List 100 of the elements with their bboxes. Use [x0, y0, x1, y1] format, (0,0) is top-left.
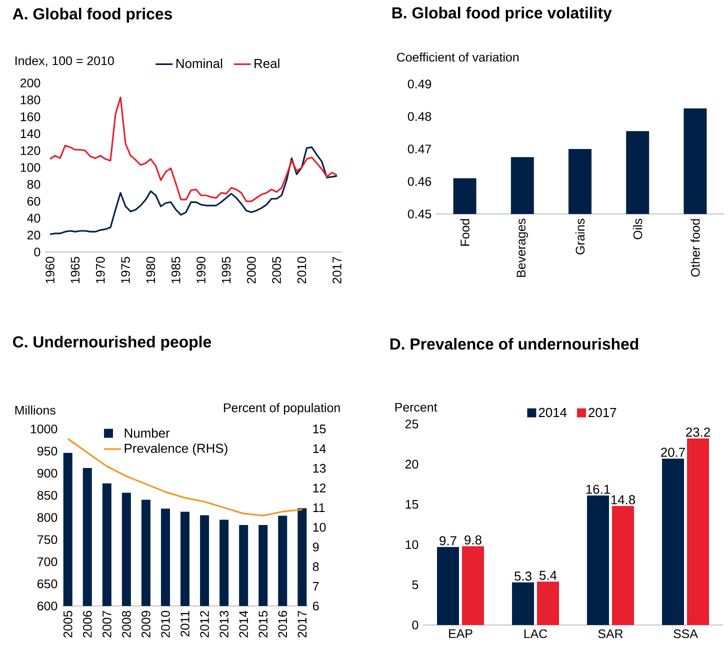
x-tick-label: 2009 — [142, 610, 150, 638]
y-tick-label: 25 — [405, 420, 418, 428]
legend-label: Prevalence (RHS) — [124, 443, 228, 456]
legend-label: Number — [124, 428, 170, 438]
bar — [437, 547, 460, 625]
y2-tick-label: 11 — [313, 503, 325, 512]
chart-title: C. Undernourished people — [13, 336, 212, 351]
y2-tick-label: 14 — [313, 444, 326, 453]
y-tick-label: 120 — [20, 146, 40, 156]
y-tick-label: 10 — [406, 540, 418, 550]
y-tick-label: 160 — [20, 112, 40, 122]
y2-tick-label: 12 — [313, 484, 326, 492]
y-axis-title: Millions — [15, 406, 56, 415]
y-tick-label: 0.46 — [408, 177, 432, 186]
x-tick-label: Oils — [633, 218, 642, 240]
data-label: 14.8 — [611, 495, 636, 504]
x-tick-label: 2000 — [246, 256, 256, 284]
x-tick-label: 2014 — [239, 610, 248, 638]
x-tick-label: 2010 — [297, 256, 306, 284]
y-tick-label: 20 — [405, 460, 418, 469]
y-tick-label: 1000 — [30, 424, 58, 434]
y-tick-label: 15 — [406, 500, 418, 509]
x-tick-label: 2016 — [278, 610, 288, 638]
x-tick-label: 2005 — [272, 256, 281, 284]
data-label: 16.1 — [586, 484, 610, 494]
y-tick-label: 700 — [38, 557, 58, 566]
x-tick-label: 1960 — [46, 256, 54, 284]
bar — [612, 506, 634, 625]
x-tick-label: EAP — [449, 629, 472, 638]
y2-axis-title: Percent of population — [224, 403, 340, 415]
x-tick-label: 1980 — [146, 256, 156, 284]
y-tick-label: 0.48 — [408, 112, 432, 121]
y-tick-label: 650 — [37, 579, 58, 588]
x-tick-label: SSA — [674, 629, 698, 638]
y-tick-label: 0.49 — [408, 80, 432, 88]
x-tick-label: 1995 — [222, 256, 231, 284]
chart-title: A. Global food prices — [12, 8, 172, 23]
y2-tick-label: 9 — [312, 542, 319, 552]
x-tick-label: 2013 — [220, 610, 228, 638]
x-tick-label: 1990 — [196, 256, 206, 284]
y-axis-title: Index, 100 = 2010 — [16, 56, 114, 67]
x-tick-label: 2017 — [298, 610, 307, 638]
x-tick-label: Food — [460, 219, 470, 246]
y-tick-label: 100 — [20, 163, 40, 172]
y-tick-label: 750 — [38, 535, 58, 544]
y-tick-label: 5 — [412, 580, 418, 590]
y-tick-label: 0.47 — [408, 144, 432, 154]
x-tick-label: 2011 — [180, 610, 190, 637]
y-tick-label: 0 — [34, 248, 40, 256]
x-tick-label: 2017 — [332, 256, 342, 284]
data-label: 9.8 — [464, 535, 482, 545]
y2-tick-label: 10 — [313, 522, 326, 532]
x-tick-label: 1970 — [96, 256, 105, 284]
y-tick-label: 600 — [37, 602, 58, 610]
legend-label: 2014 — [538, 408, 567, 418]
bar — [662, 458, 684, 625]
x-tick-label: 2010 — [161, 610, 170, 638]
x-tick-label: 1975 — [121, 256, 130, 284]
legend-label: Nominal — [176, 58, 222, 68]
y-tick-label: 200 — [20, 78, 40, 88]
chart-title: D. Prevalence of undernourished — [390, 338, 638, 350]
y2-tick-label: 15 — [313, 424, 326, 434]
y-tick-label: 80 — [27, 180, 40, 189]
x-tick-label: 2008 — [122, 610, 131, 638]
y-tick-label: 850 — [37, 490, 58, 500]
legend-label: Real — [254, 58, 280, 68]
line-series — [49, 96, 338, 202]
bar — [462, 546, 484, 625]
y-tick-label: 0.45 — [408, 210, 432, 218]
bar — [587, 496, 610, 625]
data-label: 5.4 — [540, 570, 557, 580]
chart-title: B. Global food price volatility — [392, 6, 612, 22]
x-tick-label: SAR — [598, 629, 623, 638]
y-axis-title: Coefficient of variation — [396, 52, 519, 62]
x-tick-label: 2007 — [102, 610, 112, 638]
x-tick-label: 2005 — [63, 610, 72, 638]
x-tick-label: Grains — [575, 218, 585, 254]
y2-tick-label: 7 — [312, 582, 319, 591]
y-tick-label: 140 — [20, 129, 40, 138]
legend-label: 2017 — [588, 408, 616, 418]
bar — [512, 582, 534, 625]
data-label: 20.7 — [661, 448, 685, 457]
x-tick-label: LAC — [524, 629, 548, 638]
data-label: 5.3 — [514, 572, 532, 581]
data-label: 23.2 — [686, 428, 710, 437]
bar — [687, 438, 710, 625]
x-tick-label: Other food — [690, 219, 700, 277]
bar — [537, 582, 560, 625]
y-axis-title: Percent — [395, 402, 438, 412]
x-tick-label: Beverages — [516, 218, 528, 277]
x-tick-label: 2015 — [258, 610, 268, 638]
x-tick-label: 2012 — [200, 610, 209, 638]
y-tick-label: 40 — [27, 214, 40, 223]
x-tick-label: 2006 — [82, 610, 92, 638]
y-tick-label: 950 — [37, 446, 58, 456]
y-tick-label: 60 — [27, 196, 40, 206]
y2-tick-label: 13 — [313, 464, 326, 473]
x-tick-label: 1965 — [70, 256, 80, 284]
y-tick-label: 900 — [37, 468, 58, 478]
y-tick-label: 0 — [412, 620, 418, 630]
